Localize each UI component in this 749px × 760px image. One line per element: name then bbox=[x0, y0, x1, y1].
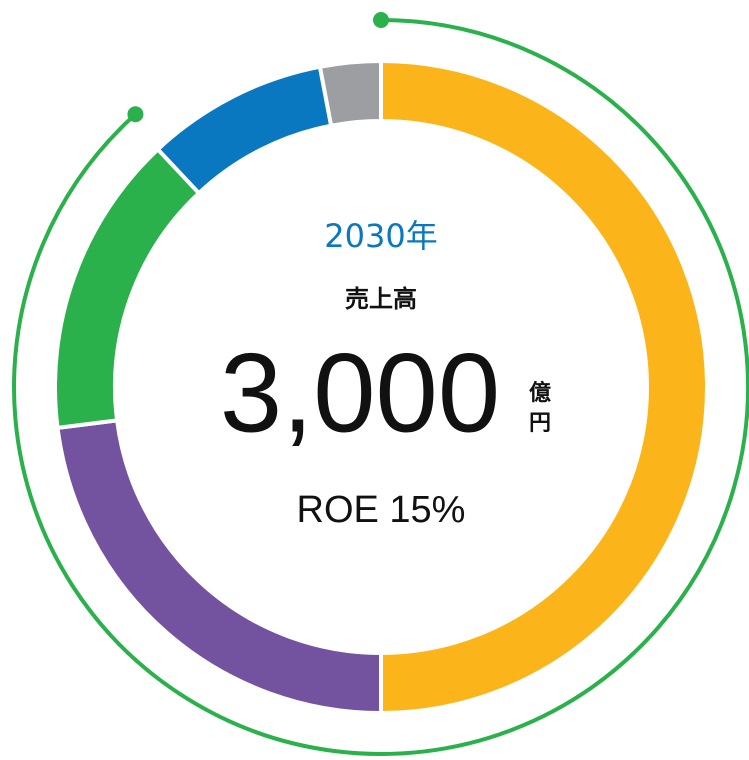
roe: ROE 15% bbox=[297, 489, 466, 531]
donut-segment bbox=[317, 58, 383, 129]
year: 2030年 bbox=[324, 217, 437, 255]
unit: 億 bbox=[529, 380, 551, 406]
unit: 円 bbox=[529, 411, 551, 436]
arc-dot bbox=[373, 12, 389, 28]
metric: 売上高 bbox=[345, 285, 417, 313]
total: 3,000 bbox=[220, 331, 500, 456]
arc-dot bbox=[127, 106, 144, 123]
donut-segment bbox=[53, 146, 202, 431]
donut bbox=[53, 58, 709, 716]
donut-segment bbox=[155, 64, 334, 196]
outer-arc bbox=[12, 18, 749, 756]
outer-ring bbox=[12, 12, 749, 756]
donut-segment bbox=[55, 418, 383, 716]
donut-segment bbox=[379, 58, 709, 716]
